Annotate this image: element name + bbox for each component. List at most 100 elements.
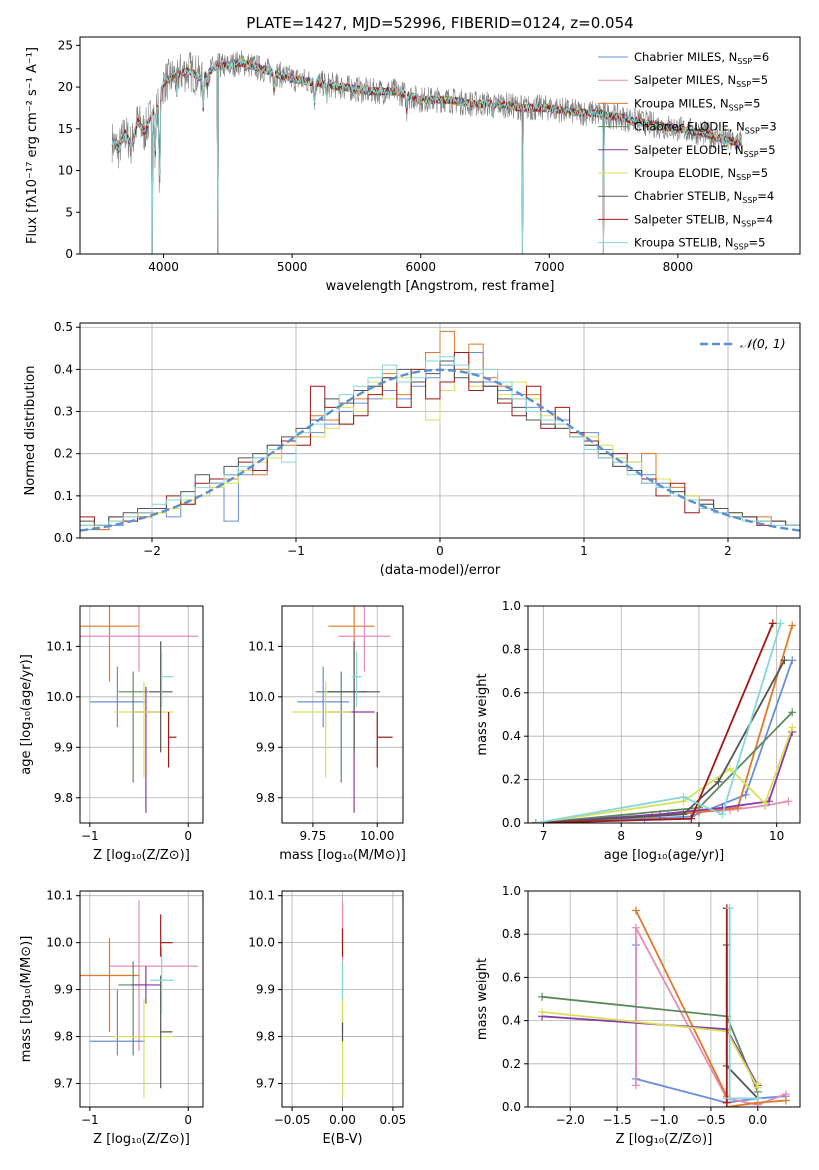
plot-area [531, 619, 797, 823]
series-point-chabrier-miles [788, 656, 797, 665]
series-point-chabrier-stelib [714, 777, 723, 786]
series-point-kroupa-elodie [538, 1007, 547, 1016]
legend-label-normal: 𝒩(0, 1) [740, 336, 786, 351]
model-line-kroupa-stelib [111, 58, 742, 254]
age-vs-mass-panel: 9.75 10.00 9.8 9.9 10.0 10.1 mass [log₁₀(M/M⊙)… [248, 605, 406, 863]
series-point-kroupa-elodie [788, 723, 797, 732]
axes-frame [79, 36, 801, 255]
x-tick-label: 0.0 [748, 1113, 767, 1127]
y-tick-label: 9.9 [256, 983, 275, 997]
y-axis-label: mass weight [475, 673, 490, 755]
x-axis-label: E(B-V) [322, 1132, 362, 1147]
y-tick-label: 1.0 [502, 884, 521, 898]
x-tick-label: 0 [436, 544, 444, 558]
axes-frame [79, 605, 204, 824]
series-line-chabrier-elodie [542, 995, 759, 1093]
x-tick-label: 7000 [534, 260, 565, 274]
series-line-salpeter-stelib [535, 623, 774, 823]
x-tick-label: 0.05 [380, 1113, 407, 1127]
plot-area [80, 900, 199, 1098]
series-point-kroupa-stelib [725, 904, 734, 913]
x-tick-label: −1.5 [603, 1113, 632, 1127]
series-line-salpeter-elodie [535, 731, 794, 823]
x-tick-label: 1 [580, 544, 588, 558]
y-tick-label: 1.0 [502, 599, 521, 613]
x-tick-label: 4000 [148, 260, 179, 274]
series-point-chabrier-stelib [679, 810, 688, 819]
series-line-chabrier-miles [535, 660, 794, 823]
y-tick-label: 10.1 [46, 639, 73, 653]
x-tick-label: −0.05 [274, 1113, 311, 1127]
y-tick-label: 0 [65, 247, 73, 261]
legend-label-kroupa-elodie: Kroupa ELODIE, NSSP=5 [634, 166, 768, 182]
axes-frame [281, 605, 404, 824]
y-tick-label: 0.6 [502, 970, 521, 984]
y-tick-label: 10.0 [46, 690, 73, 704]
y-tick-label: 0.4 [54, 362, 73, 376]
series-point-kroupa-miles [781, 1096, 790, 1105]
mass-weight-vs-age-panel: 7 8 9 10 0.0 0.2 0.4 0.6 0.8 1.0 age [log₁₀(age/yr… [475, 599, 801, 863]
y-tick-label: 25 [58, 38, 73, 52]
series-point-kroupa-miles [631, 906, 640, 915]
y-tick-label: 0.8 [502, 642, 521, 656]
y-tick-label: 9.8 [54, 1030, 73, 1044]
x-tick-label: 6000 [405, 260, 436, 274]
series-point-kroupa-miles [788, 621, 797, 630]
legend-label-chabrier-miles: Chabrier MILES, NSSP=6 [634, 50, 769, 66]
plot-area [80, 606, 199, 813]
legend-label-chabrier-elodie: Chabrier ELODIE, NSSP=3 [634, 120, 777, 136]
y-tick-label: 0.4 [502, 1014, 521, 1028]
x-axis-label: Z [log₁₀(Z/Z⊙)] [616, 1132, 713, 1147]
series-point-salpeter-stelib [722, 1098, 731, 1107]
residuals-panel: −2 −1 0 1 2 0.0 0.1 0.2 0.3 0.4 0.5 (data-model)/er… [23, 320, 801, 578]
series-point-salpeter-stelib [768, 619, 777, 628]
series-line-kroupa-elodie [542, 1011, 759, 1089]
y-tick-label: 0.0 [54, 531, 73, 545]
series-point-kroupa-stelib [753, 1094, 762, 1103]
x-tick-label: −1.0 [649, 1113, 678, 1127]
series-point-chabrier-miles [741, 790, 750, 799]
series-point-kroupa-elodie [753, 1079, 762, 1088]
legend-label-kroupa-miles: Kroupa MILES, NSSP=5 [634, 96, 760, 112]
y-tick-label: 0.1 [54, 489, 73, 503]
y-tick-label: 15 [58, 122, 73, 136]
x-tick-label: −1 [81, 829, 99, 843]
age-vs-z-panel: −1 0 9.8 9.9 10.0 10.1 Z [log₁₀(Z/Z⊙)] age [log… [19, 605, 204, 863]
y-tick-label: 10.0 [46, 936, 73, 950]
series-point-chabrier-elodie [788, 708, 797, 717]
y-tick-label: 9.8 [256, 791, 275, 805]
y-axis-label: Normed distribution [23, 366, 38, 496]
y-tick-label: 10 [58, 164, 73, 178]
histogram-salpeter-stelib [80, 352, 800, 526]
x-tick-label: −2.0 [556, 1113, 585, 1127]
x-axis-label: age [log₁₀(age/yr)] [604, 848, 725, 863]
y-tick-label: 20 [58, 80, 73, 94]
plot-area [80, 330, 800, 532]
y-tick-label: 0.5 [54, 320, 73, 334]
y-tick-label: 0.2 [502, 773, 521, 787]
y-tick-label: 10.0 [248, 690, 275, 704]
y-tick-label: 10.1 [248, 889, 275, 903]
x-tick-label: 0 [184, 829, 192, 843]
plot-area [111, 50, 743, 254]
x-tick-label: −2 [143, 544, 161, 558]
plot-area [538, 904, 790, 1107]
y-tick-label: 0.0 [502, 816, 521, 830]
x-axis-label: Z [log₁₀(Z/Z⊙)] [93, 1132, 190, 1147]
x-tick-label: 9 [695, 829, 703, 843]
x-axis-label: mass [log₁₀(M/M⊙)] [279, 848, 406, 863]
figure-title: PLATE=1427, MJD=52996, FIBERID=0124, z=0… [246, 14, 633, 32]
x-tick-label: 8000 [663, 260, 694, 274]
y-tick-label: 0.2 [502, 1057, 521, 1071]
mass-vs-z-panel: −1 0 9.7 9.8 9.9 10.0 10.1 Z [log₁₀(Z/Z⊙)] mass … [19, 889, 204, 1147]
series-line-salpeter-elodie [542, 1015, 759, 1086]
x-axis-label: (data-model)/error [380, 563, 501, 578]
series-point-kroupa-stelib [679, 792, 688, 801]
series-point-chabrier-stelib [780, 656, 789, 665]
series-point-salpeter-miles [631, 923, 640, 932]
y-tick-label: 0.0 [502, 1100, 521, 1114]
legend-label-salpeter-stelib: Salpeter STELIB, NSSP=4 [634, 212, 773, 228]
y-tick-label: 9.9 [54, 983, 73, 997]
series-point-kroupa-elodie [761, 799, 770, 808]
